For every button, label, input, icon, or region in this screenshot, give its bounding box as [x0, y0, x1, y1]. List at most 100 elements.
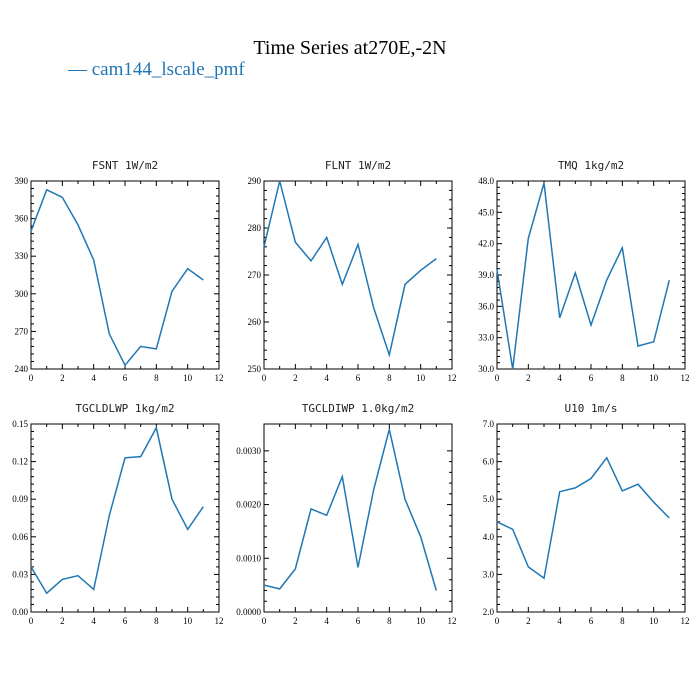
- panel-title: TGCLDIWP 1.0kg/m2: [302, 402, 415, 415]
- y-tick-label: 30.0: [478, 364, 494, 374]
- y-tick-label: 0.0030: [236, 446, 261, 456]
- series-line: [263, 429, 438, 591]
- plot-frame: [263, 180, 453, 370]
- y-tick-label: 0.00: [12, 607, 28, 617]
- plot-frame: [30, 180, 220, 370]
- plot-frame: [30, 423, 220, 613]
- y-tick-label: 3.0: [483, 569, 495, 579]
- figure-title: Time Series at270E,-2N: [253, 37, 446, 59]
- panels-group: FSNT 1W/m20 2 4 6 8 10 12240270300330360390FLN…: [12, 159, 689, 626]
- x-tick-label: 2: [293, 616, 298, 626]
- x-tick-label: 10: [416, 616, 426, 626]
- x-tick-label: 8: [154, 373, 159, 383]
- x-tick-label: 2: [293, 373, 298, 383]
- y-tick-label: 4.0: [483, 532, 495, 542]
- x-tick-label: 8: [620, 373, 625, 383]
- plot-frame: [496, 180, 686, 370]
- y-tick-label: 330: [15, 251, 29, 261]
- x-tick-label: 8: [387, 373, 392, 383]
- y-tick-label: 240: [15, 364, 29, 374]
- x-tick-label: 10: [183, 616, 193, 626]
- x-tick-label: 0: [495, 373, 500, 383]
- x-tick-label: 4: [324, 616, 329, 626]
- series-line: [496, 182, 671, 370]
- x-tick-label: 4: [324, 373, 329, 383]
- x-tick-label: 10: [649, 616, 659, 626]
- x-tick-label: 6: [356, 373, 361, 383]
- y-tick-label: 0.12: [12, 457, 28, 467]
- panel-4: TGCLDLWP 1kg/m2 0 2 4 6 8 10 12 0.00 0.03 0.06 0.09…: [12, 402, 223, 626]
- x-tick-label: 8: [620, 616, 625, 626]
- y-tick-label: 390: [15, 176, 29, 186]
- y-tick-label: 7.0: [483, 419, 495, 429]
- series-line: [263, 180, 437, 358]
- x-tick-label: 12: [215, 616, 224, 626]
- x-tick-label: 0: [29, 616, 34, 626]
- y-tick-label: 280: [248, 223, 262, 233]
- y-tick-label: 39.0: [478, 270, 494, 280]
- plot-frame: [496, 423, 686, 613]
- panel-2: FLNT 1W/m2 0 2 4 6 8 10 12 250 260 270 280 290: [248, 159, 457, 383]
- y-tick-label: 0.15: [12, 419, 28, 429]
- y-tick-label: 290: [248, 176, 262, 186]
- y-tick-label: 0.0000: [236, 607, 261, 617]
- x-tick-label: 2: [526, 373, 531, 383]
- panel-5: TGCLDIWP 1.0kg/m2 0 2 4 6 8 10 12 0.0000 0.0010 0.…: [236, 402, 456, 626]
- x-tick-label: 6: [589, 373, 594, 383]
- x-tick-label: 8: [154, 616, 159, 626]
- x-tick-label: 0: [262, 373, 267, 383]
- x-tick-label: 12: [448, 373, 457, 383]
- x-tick-label: 6: [123, 616, 128, 626]
- y-tick-label: 33.0: [478, 333, 494, 343]
- panel-1: FSNT 1W/m2 0 2 4 6 8 10 12 240 270 300 330 360 390: [15, 159, 224, 383]
- y-tick-label: 0.0020: [236, 500, 261, 510]
- panel-3: TMQ 1kg/m2 0 2 4 6 8 10 12 30.0 33.0 36.0 39.0 42.0 4…: [478, 159, 689, 383]
- x-tick-label: 4: [91, 616, 96, 626]
- x-tick-label: 8: [387, 616, 392, 626]
- plot-frame: [263, 423, 453, 613]
- y-tick-label: 260: [248, 317, 262, 327]
- x-tick-label: 12: [681, 616, 690, 626]
- y-tick-label: 300: [15, 289, 29, 299]
- y-tick-label: 0.09: [12, 494, 28, 504]
- y-tick-label: 0.03: [12, 569, 28, 579]
- y-tick-label: 270: [15, 326, 29, 336]
- x-tick-label: 2: [60, 616, 65, 626]
- y-tick-label: 360: [15, 214, 29, 224]
- x-tick-label: 4: [557, 616, 562, 626]
- series-line: [30, 188, 204, 367]
- x-tick-label: 4: [91, 373, 96, 383]
- y-tick-label: 0.0010: [236, 553, 261, 563]
- panel-title: FSNT 1W/m2: [92, 159, 158, 172]
- x-tick-label: 6: [123, 373, 128, 383]
- x-tick-label: 12: [215, 373, 224, 383]
- x-tick-label: 6: [356, 616, 361, 626]
- panel-title: TGCLDLWP 1kg/m2: [75, 402, 174, 415]
- legend-entry: — cam144_lscale_pmf: [67, 59, 245, 80]
- x-tick-label: 10: [649, 373, 659, 383]
- y-tick-label: 42.0: [478, 239, 494, 249]
- y-tick-label: 270: [248, 270, 262, 280]
- y-tick-label: 48.0: [478, 176, 494, 186]
- x-tick-label: 0: [495, 616, 500, 626]
- y-tick-label: 36.0: [478, 301, 494, 311]
- panel-title: TMQ 1kg/m2: [558, 159, 624, 172]
- panel-title: FLNT 1W/m2: [325, 159, 391, 172]
- y-tick-label: 250: [248, 364, 262, 374]
- x-tick-label: 4: [557, 373, 562, 383]
- x-tick-label: 6: [589, 616, 594, 626]
- x-tick-label: 10: [183, 373, 193, 383]
- series-line: [496, 456, 670, 580]
- panel-title: U10 1m/s: [565, 402, 618, 415]
- y-tick-label: 6.0: [483, 457, 495, 467]
- x-tick-label: 12: [681, 373, 690, 383]
- x-tick-label: 2: [526, 616, 531, 626]
- x-tick-label: 0: [29, 373, 34, 383]
- x-tick-label: 2: [60, 373, 65, 383]
- x-tick-label: 10: [416, 373, 426, 383]
- y-tick-label: 2.0: [483, 607, 495, 617]
- y-tick-label: 45.0: [478, 207, 494, 217]
- series-line: [30, 425, 204, 595]
- y-tick-label: 0.06: [12, 532, 28, 542]
